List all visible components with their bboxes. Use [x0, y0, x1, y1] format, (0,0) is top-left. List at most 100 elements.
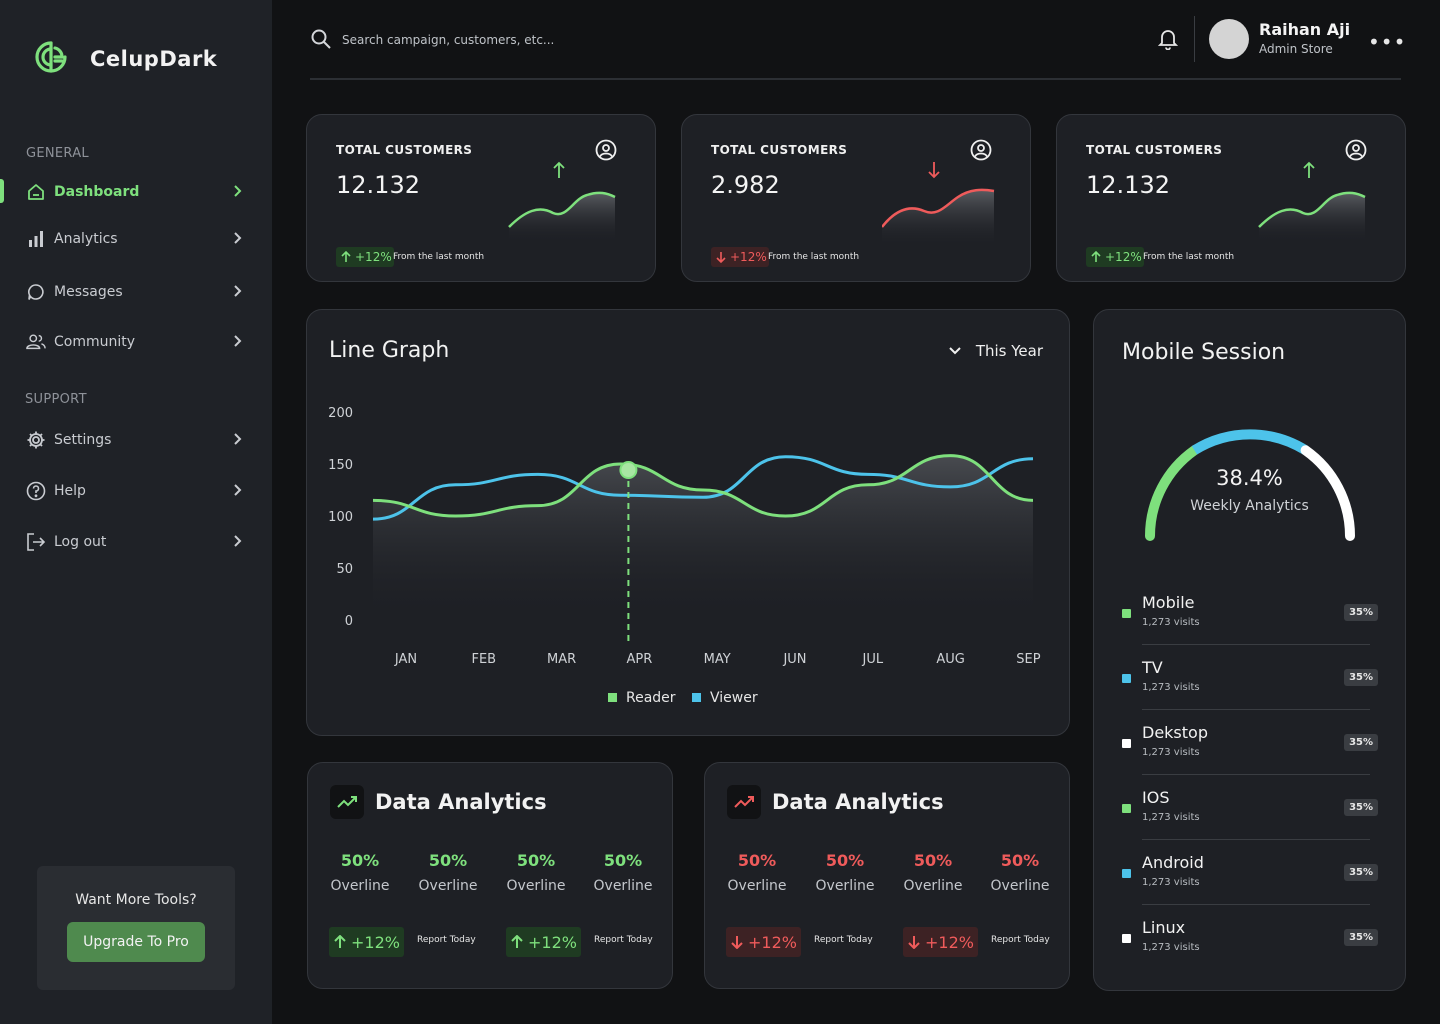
sparkline-down: [881, 183, 996, 251]
session-visits: 1,273 visits: [1142, 617, 1200, 628]
data-analytics-card-down: Data Analytics 50% Overline 50% Overline…: [704, 762, 1070, 989]
sparkline-up: [507, 183, 617, 247]
x-tick-label: AUG: [936, 652, 964, 667]
chevron-down-icon: [949, 347, 961, 355]
session-item: Dekstop 1,273 visits 35%: [1122, 723, 1378, 789]
change-value: +12%: [730, 250, 767, 264]
y-tick-label: 0: [345, 614, 353, 629]
chevron-right-icon: [232, 432, 242, 450]
stat-footnote: From the last month: [393, 252, 485, 262]
nav-section-general: GENERAL: [26, 146, 89, 161]
sidebar-item-community[interactable]: Community: [0, 325, 272, 359]
metric-label: Overline: [903, 878, 963, 894]
metric-column: 50% Overline: [579, 851, 667, 894]
sidebar-item-label: Messages: [54, 284, 123, 300]
sidebar-item-label: Dashboard: [54, 184, 140, 200]
x-tick-label: FEB: [471, 652, 496, 667]
upgrade-button[interactable]: Upgrade To Pro: [67, 922, 205, 962]
x-tick-label: JUN: [782, 652, 806, 667]
sidebar-item-settings[interactable]: Settings: [0, 423, 272, 457]
metric-label: Overline: [990, 878, 1050, 894]
session-gauge: [1145, 429, 1355, 541]
search-input[interactable]: [342, 28, 742, 52]
legend-label: Reader: [626, 690, 676, 706]
sidebar-item-analytics[interactable]: Analytics: [0, 222, 272, 256]
metric-value: 50%: [1000, 851, 1040, 870]
nav-section-support: SUPPORT: [25, 392, 87, 407]
legend-dot: [1122, 739, 1131, 748]
top-header: Raihan Aji Admin Store •••: [310, 0, 1405, 80]
divider: [1142, 774, 1370, 775]
sidebar-item-dashboard[interactable]: Dashboard: [0, 175, 272, 209]
divider: [1142, 644, 1370, 645]
session-item: Android 1,273 visits 35%: [1122, 853, 1378, 919]
legend-dot: [1122, 869, 1131, 878]
line-chart: 200 150 100 50 0 JAN FEB MAR APR MAY JUN JUL AUG SEP R…: [328, 406, 1041, 706]
session-item: TV 1,273 visits 35%: [1122, 658, 1378, 724]
arrow-up-icon: [341, 251, 351, 262]
y-tick-label: 50: [336, 562, 353, 577]
y-tick-label: 200: [328, 406, 353, 421]
metric-label: Overline: [727, 878, 787, 894]
arrow-up-icon: [334, 935, 346, 948]
report-badge: +12%: [506, 927, 581, 957]
arrow-up-icon: [1302, 161, 1316, 183]
line-graph-card: 200 150 100 50 0 JAN FEB MAR APR MAY JUN JUL AUG SEP R…: [306, 309, 1070, 736]
session-pct: 35%: [1344, 799, 1378, 816]
stat-value: 12.132: [336, 171, 420, 199]
logo-icon: [34, 40, 68, 78]
trend-down-icon: [727, 785, 761, 819]
chevron-right-icon: [232, 184, 242, 202]
stat-footnote: From the last month: [1143, 252, 1235, 262]
bar-chart-icon: [26, 229, 46, 249]
report-change: +12%: [748, 932, 797, 952]
gauge-label: Weekly Analytics: [1190, 498, 1309, 514]
more-options-icon[interactable]: •••: [1368, 30, 1407, 54]
metric-value: 50%: [603, 851, 643, 870]
session-visits: 1,273 visits: [1142, 812, 1200, 823]
brand[interactable]: CelupDark: [34, 40, 217, 78]
sidebar-item-messages[interactable]: Messages: [0, 275, 272, 309]
change-badge: +12%: [711, 247, 769, 267]
report-label: Report Today: [417, 935, 476, 945]
highlight-point[interactable]: [619, 461, 638, 479]
change-value: +12%: [1105, 250, 1142, 264]
session-pct: 35%: [1344, 929, 1378, 946]
user-circle-icon: [595, 139, 617, 165]
sparkline-up: [1257, 183, 1367, 247]
avatar[interactable]: [1209, 19, 1249, 59]
user-name: Raihan Aji: [1259, 20, 1351, 39]
arrow-up-icon: [1091, 251, 1101, 262]
report-label: Report Today: [991, 935, 1050, 945]
chevron-right-icon: [232, 231, 242, 249]
upgrade-promo: Want More Tools? Upgrade To Pro: [37, 866, 235, 990]
data-analytics-title: Data Analytics: [375, 790, 547, 814]
period-dropdown-value: This Year: [975, 342, 1043, 360]
metric-column: 50% Overline: [404, 851, 492, 894]
mobile-session-title: Mobile Session: [1122, 340, 1286, 365]
divider: [1142, 904, 1370, 905]
period-dropdown[interactable]: This Year: [948, 342, 1043, 360]
metric-value: 50%: [428, 851, 468, 870]
chevron-right-icon: [232, 534, 242, 552]
report-badge: +12%: [726, 927, 801, 957]
brand-name: CelupDark: [90, 47, 218, 71]
stat-card-customers-3: TOTAL CUSTOMERS 12.132 +12% From the las…: [1056, 114, 1406, 282]
notification-bell-icon[interactable]: [1157, 28, 1179, 54]
metric-value: 50%: [825, 851, 865, 870]
legend-label: Viewer: [710, 690, 758, 706]
sidebar-item-label: Analytics: [54, 231, 118, 247]
arrow-down-icon: [927, 161, 941, 183]
change-value: +12%: [355, 250, 392, 264]
report-change: +12%: [528, 932, 577, 952]
session-visits: 1,273 visits: [1142, 942, 1200, 953]
session-name: Dekstop: [1142, 723, 1208, 742]
metric-column: 50% Overline: [316, 851, 404, 894]
report-label: Report Today: [594, 935, 653, 945]
legend-dot: [1122, 934, 1131, 943]
session-name: TV: [1142, 658, 1163, 677]
report-label: Report Today: [814, 935, 873, 945]
sidebar-item-logout[interactable]: Log out: [0, 525, 272, 559]
sidebar-item-help[interactable]: Help: [0, 474, 272, 508]
divider: [1142, 709, 1370, 710]
